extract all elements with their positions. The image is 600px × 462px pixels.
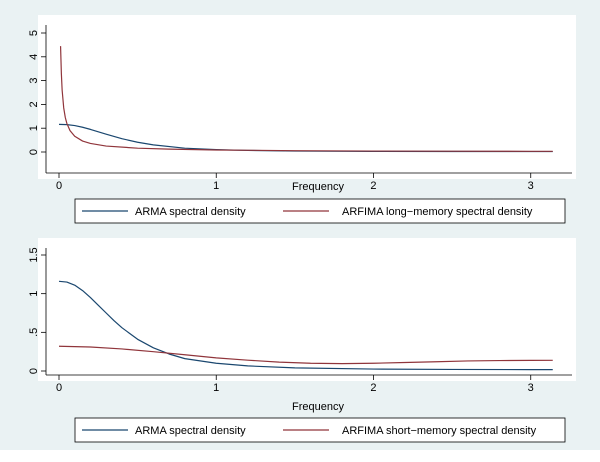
x-tick-label: 3	[528, 180, 534, 192]
y-tick-label: 1.5	[28, 247, 40, 262]
y-tick-label: 4	[28, 54, 40, 60]
x-tick-label: 3	[528, 382, 534, 394]
x-tick-label: 1	[213, 180, 219, 192]
x-tick-label: 0	[56, 180, 62, 192]
legend-label: ARMA spectral density	[135, 425, 246, 437]
x-tick-label: 2	[370, 382, 376, 394]
y-tick-label: 3	[28, 78, 40, 84]
y-tick-label: 1	[28, 125, 40, 131]
x-axis-title: Frequency	[292, 401, 344, 413]
x-tick-label: 0	[56, 382, 62, 394]
series-line-arfima	[58, 345, 553, 365]
series-line-arma	[58, 280, 553, 371]
chart-panel-2: 0 1 2 3 0 .5 1 1.5 Frequency ARMA spectral densit…	[28, 238, 576, 443]
legend-label: ARFIMA short−memory spectral density	[342, 425, 537, 437]
plot-area	[38, 238, 576, 381]
y-tick-label: 0	[28, 149, 40, 155]
x-tick-label: 1	[213, 382, 219, 394]
x-tick-label: 2	[370, 180, 376, 192]
y-tick-label: .5	[28, 328, 40, 337]
y-tick-label: 2	[28, 101, 40, 107]
legend-label: ARFIMA long−memory spectral density	[342, 206, 533, 218]
y-tick-label: 5	[28, 30, 40, 36]
legend: ARMA spectral density ARFIMA long−memory …	[74, 198, 566, 224]
legend: ARMA spectral density ARFIMA short−memory…	[74, 417, 566, 443]
legend-label: ARMA spectral density	[135, 206, 246, 218]
plot-area	[38, 15, 576, 179]
series-line-arfima	[59, 46, 553, 152]
y-tick-label: 0	[28, 368, 40, 374]
y-tick-label: 1	[28, 291, 40, 297]
chart-panel-1: 0 1 2 3 0 1 2 3 4 5 Frequency ARMA spectral density…	[28, 15, 576, 224]
x-axis-title: Frequency	[292, 181, 344, 193]
